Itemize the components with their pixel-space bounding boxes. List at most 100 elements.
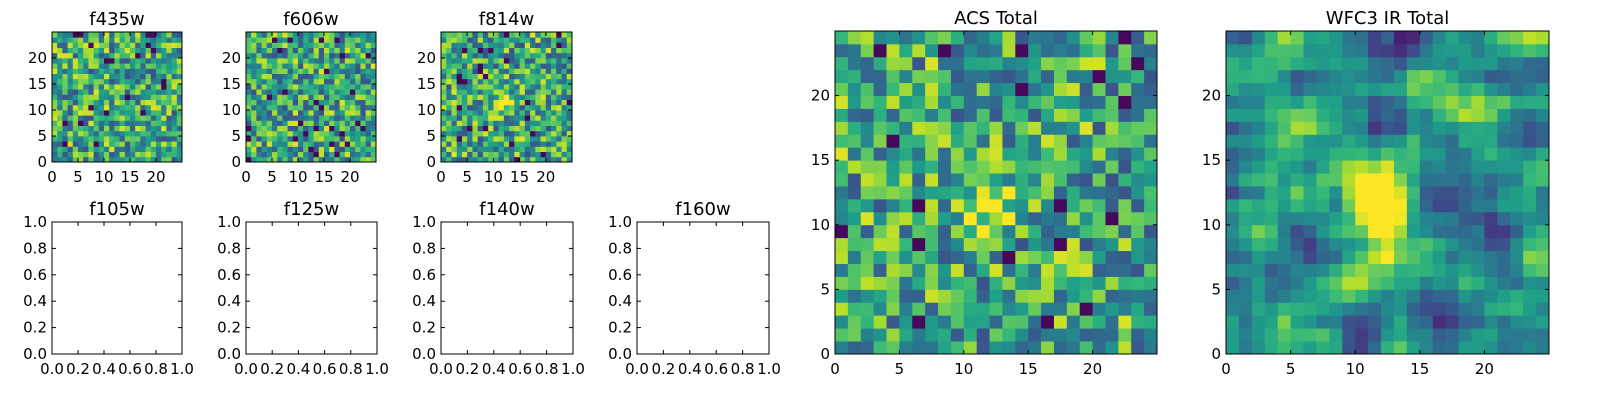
heatmap-cell xyxy=(1079,328,1093,342)
x-tick-label: 0.6 xyxy=(313,360,337,378)
heatmap-cell xyxy=(561,130,568,137)
heatmap-cell xyxy=(109,141,115,147)
heatmap-cell xyxy=(1118,224,1132,239)
heatmap-cell xyxy=(1342,237,1356,252)
heatmap-cell xyxy=(145,99,152,106)
heatmap-cell xyxy=(912,186,926,200)
heatmap-cell xyxy=(1471,69,1485,84)
heatmap-cell xyxy=(467,73,473,80)
heatmap-cell xyxy=(873,160,887,174)
heatmap-cell xyxy=(1497,263,1511,277)
heatmap-cell xyxy=(344,141,351,147)
x-tick-label: 15 xyxy=(120,168,139,186)
heatmap-cell xyxy=(1432,160,1447,174)
heatmap-cell xyxy=(886,121,900,135)
heatmap-cell xyxy=(545,73,552,80)
heatmap-cell xyxy=(67,115,74,121)
heatmap-cell xyxy=(456,110,463,116)
heatmap-cell xyxy=(1131,224,1145,239)
heatmap-cell xyxy=(114,141,120,147)
heatmap-cell xyxy=(451,156,458,163)
heatmap-cell xyxy=(873,276,887,290)
heatmap-cell xyxy=(1329,186,1343,200)
heatmap-cell xyxy=(1445,302,1459,316)
heatmap-cell xyxy=(1393,173,1408,187)
heatmap-cell xyxy=(530,120,536,126)
heatmap-cell xyxy=(1393,328,1408,342)
heatmap-cell xyxy=(145,32,152,38)
heatmap-cell xyxy=(324,37,330,43)
heatmap-cell xyxy=(1092,82,1106,96)
heatmap-cell xyxy=(1484,186,1498,200)
heatmap-cell xyxy=(535,73,541,80)
heatmap-cell xyxy=(150,141,157,147)
heatmap-cell xyxy=(256,63,262,69)
heatmap-cell xyxy=(1419,95,1434,109)
heatmap-cell xyxy=(556,151,562,158)
heatmap-cell xyxy=(1419,173,1434,187)
heatmap-cell xyxy=(109,63,115,69)
heatmap-cell xyxy=(1053,121,1068,135)
heatmap-cell xyxy=(176,125,183,132)
heatmap-cell xyxy=(344,42,351,48)
heatmap-cell xyxy=(256,73,262,80)
heatmap-cell xyxy=(251,130,257,137)
heatmap-cell xyxy=(886,134,900,148)
heatmap-cell xyxy=(561,99,568,106)
heatmap-cell xyxy=(272,156,278,163)
heatmap-cell xyxy=(176,99,183,106)
heatmap-cell xyxy=(308,89,314,95)
heatmap-cell xyxy=(93,115,100,121)
heatmap-cell xyxy=(109,52,115,59)
heatmap-cell xyxy=(303,84,309,90)
heatmap-cell xyxy=(886,160,900,174)
heatmap-cell xyxy=(545,125,552,132)
heatmap-cell xyxy=(566,63,573,69)
heatmap-cell xyxy=(298,156,304,163)
heatmap-cell xyxy=(514,94,520,100)
heatmap-cell xyxy=(1329,108,1343,122)
heatmap-cell xyxy=(530,130,536,137)
heatmap-cell xyxy=(566,73,573,80)
heatmap-cell xyxy=(72,125,79,132)
heatmap-cell xyxy=(88,52,94,59)
heatmap-cell xyxy=(1510,31,1524,45)
heatmap-cell xyxy=(1303,56,1317,71)
heatmap-cell xyxy=(860,341,875,355)
heatmap-cell xyxy=(261,63,268,69)
heatmap-cell xyxy=(156,136,162,142)
heatmap-cell xyxy=(1118,263,1132,277)
heatmap-cell xyxy=(561,37,568,43)
heatmap-cell xyxy=(493,115,500,121)
heatmap-cell xyxy=(556,58,562,64)
heatmap-cell xyxy=(1290,341,1304,355)
heatmap-cell xyxy=(344,130,351,137)
heatmap-cell xyxy=(339,37,346,43)
heatmap-cell xyxy=(1355,69,1369,84)
heatmap-cell xyxy=(1015,237,1029,252)
heatmap-cell xyxy=(282,52,288,59)
heatmap-cell xyxy=(461,32,468,38)
panel-title: ACS Total xyxy=(954,8,1038,29)
heatmap-cell xyxy=(251,146,257,152)
heatmap-cell xyxy=(277,99,283,106)
heatmap-cell xyxy=(98,141,105,147)
heatmap-cell xyxy=(1406,224,1421,239)
heatmap-cell xyxy=(1002,82,1016,96)
heatmap-cell xyxy=(441,78,447,85)
heatmap-cell xyxy=(886,315,900,329)
heatmap-cell xyxy=(1432,341,1447,355)
heatmap-cell xyxy=(1118,276,1132,290)
heatmap-cell xyxy=(1419,108,1434,122)
heatmap-cell xyxy=(472,141,479,147)
heatmap-cell xyxy=(176,104,183,111)
heatmap-cell xyxy=(1264,315,1279,329)
heatmap-cell xyxy=(52,37,58,43)
heatmap-cell xyxy=(156,94,162,100)
heatmap-cell xyxy=(488,120,494,126)
heatmap-cell xyxy=(176,32,183,38)
heatmap-cell xyxy=(339,110,346,116)
heatmap-cell xyxy=(493,84,500,90)
heatmap-cell xyxy=(1131,82,1145,96)
heatmap-cell xyxy=(963,186,978,200)
